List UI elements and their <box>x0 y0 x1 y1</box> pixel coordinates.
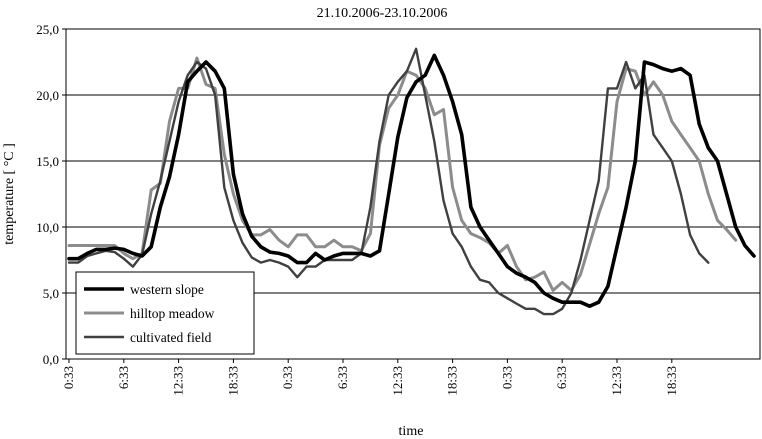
x-tick-label: 12:33 <box>171 366 186 396</box>
x-tick-label: 0:33 <box>280 366 295 389</box>
x-tick-label: 12:33 <box>609 366 624 396</box>
x-tick-label: 18:33 <box>445 366 460 396</box>
y-axis-ticks: 0,0 5,0 10,0 15,0 20,0 25,0 <box>36 22 66 367</box>
x-axis-ticks: 0:33 6:33 12:33 18:33 0:33 6:33 12:33 18:33 0:33… <box>61 359 679 396</box>
plot-area <box>65 28 761 360</box>
x-tick-label: 18:33 <box>225 366 240 396</box>
y-tick-label: 10,0 <box>36 220 59 235</box>
legend-label: cultivated field <box>130 330 212 345</box>
legend-label: western slope <box>130 282 204 297</box>
x-tick-label: 6:33 <box>335 366 350 389</box>
x-tick-label: 12:33 <box>390 366 405 396</box>
y-tick-label: 20,0 <box>36 88 59 103</box>
x-tick-label: 0:33 <box>61 366 76 389</box>
legend-label: hilltop meadow <box>130 306 215 321</box>
series-line-western-slope <box>67 53 756 309</box>
series-lines <box>67 47 756 316</box>
series-line-cultivated-field <box>67 47 710 316</box>
y-tick-label: 0,0 <box>43 352 59 367</box>
y-tick-label: 15,0 <box>36 154 59 169</box>
y-tick-label: 5,0 <box>43 286 59 301</box>
y-axis-label: temperature [ °C ] <box>2 143 17 245</box>
y-tick-label: 25,0 <box>36 22 59 37</box>
series-line-hilltop-meadow <box>67 56 738 292</box>
x-tick-label: 18:33 <box>664 366 679 396</box>
x-axis-label: time <box>399 424 424 439</box>
x-tick-label: 0:33 <box>499 366 514 389</box>
chart-title: 21.10.2006-23.10.2006 <box>317 6 448 21</box>
legend: western slope hilltop meadow cultivated fi… <box>75 271 255 355</box>
x-tick-label: 6:33 <box>554 366 569 389</box>
x-tick-label: 6:33 <box>116 366 131 389</box>
